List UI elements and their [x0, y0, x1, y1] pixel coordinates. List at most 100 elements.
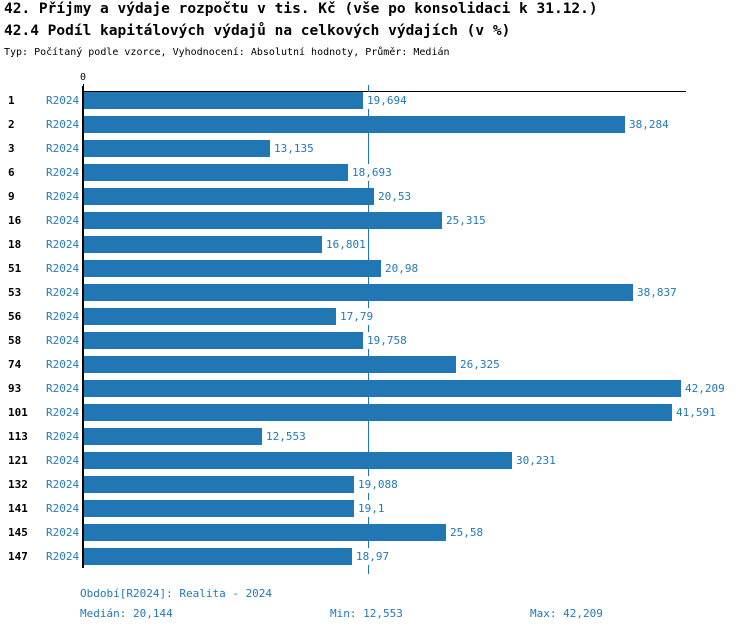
row-series-label: R2024 — [46, 382, 80, 395]
bar — [84, 260, 381, 277]
bar — [84, 164, 348, 181]
chart-row: 3 R2024 13,135 — [0, 140, 750, 157]
row-category-label: 145 — [8, 526, 28, 539]
row-series-label: R2024 — [46, 478, 80, 491]
bar-value-label: 41,591 — [675, 404, 717, 421]
bar — [84, 332, 363, 349]
bar-value-label: 16,801 — [325, 236, 367, 253]
row-category-label: 113 — [8, 430, 28, 443]
bar — [84, 140, 270, 157]
bar-value-label: 17,79 — [339, 308, 375, 325]
bar — [84, 236, 322, 253]
bar-value-label: 20,53 — [377, 188, 413, 205]
row-category-label: 18 — [8, 238, 22, 251]
bar — [84, 476, 354, 493]
chart-row: 1 R2024 19,694 — [0, 92, 750, 109]
footer-max-label: Max: 42,209 — [530, 607, 603, 620]
bar — [84, 404, 672, 421]
chart-row: 145 R2024 25,58 — [0, 524, 750, 541]
bar — [84, 524, 446, 541]
chart-row: 58 R2024 19,758 — [0, 332, 750, 349]
chart-row: 101 R2024 41,591 — [0, 404, 750, 421]
bar-value-label: 25,315 — [445, 212, 487, 229]
row-category-label: 147 — [8, 550, 28, 563]
row-category-label: 121 — [8, 454, 28, 467]
chart-row: 74 R2024 26,325 — [0, 356, 750, 373]
x-axis-zero-tick-label: 0 — [79, 72, 87, 83]
chart-row: 147 R2024 18,97 — [0, 548, 750, 565]
bar-value-label: 26,325 — [459, 356, 501, 373]
bar-value-label: 19,088 — [357, 476, 399, 493]
chart-row: 132 R2024 19,088 — [0, 476, 750, 493]
chart-row: 113 R2024 12,553 — [0, 428, 750, 445]
chart-row: 16 R2024 25,315 — [0, 212, 750, 229]
row-category-label: 51 — [8, 262, 22, 275]
row-series-label: R2024 — [46, 118, 80, 131]
bar-value-label: 19,758 — [366, 332, 408, 349]
row-category-label: 6 — [8, 166, 15, 179]
row-series-label: R2024 — [46, 166, 80, 179]
bar-value-label: 20,98 — [384, 260, 420, 277]
bar-value-label: 38,837 — [636, 284, 678, 301]
row-series-label: R2024 — [46, 502, 80, 515]
row-category-label: 2 — [8, 118, 15, 131]
row-series-label: R2024 — [46, 430, 80, 443]
chart-title: 42. Příjmy a výdaje rozpočtu v tis. Kč (… — [4, 1, 598, 17]
row-category-label: 132 — [8, 478, 28, 491]
chart-row: 141 R2024 19,1 — [0, 500, 750, 517]
bar-value-label: 18,693 — [351, 164, 393, 181]
row-category-label: 3 — [8, 142, 15, 155]
footer-min-label: Min: 12,553 — [330, 607, 403, 620]
footer-median-label: Medián: 20,144 — [80, 607, 173, 620]
row-category-label: 74 — [8, 358, 22, 371]
bar-value-label: 18,97 — [355, 548, 391, 565]
bar — [84, 212, 442, 229]
bar-value-label: 19,1 — [357, 500, 386, 517]
row-series-label: R2024 — [46, 406, 80, 419]
median-reference-line — [367, 85, 370, 574]
bar-value-label: 30,231 — [515, 452, 557, 469]
bar — [84, 356, 456, 373]
footer-period-label: Období[R2024]: Realita - 2024 — [80, 587, 273, 600]
row-category-label: 58 — [8, 334, 22, 347]
bar — [84, 92, 363, 109]
bar — [84, 380, 681, 397]
row-series-label: R2024 — [46, 550, 80, 563]
row-series-label: R2024 — [46, 190, 80, 203]
chart-row: 93 R2024 42,209 — [0, 380, 750, 397]
row-series-label: R2024 — [46, 214, 80, 227]
bar-value-label: 12,553 — [265, 428, 307, 445]
bar — [84, 500, 354, 517]
row-series-label: R2024 — [46, 526, 80, 539]
bar-value-label: 19,694 — [366, 92, 408, 109]
row-category-label: 9 — [8, 190, 15, 203]
chart-row: 6 R2024 18,693 — [0, 164, 750, 181]
row-series-label: R2024 — [46, 310, 80, 323]
row-series-label: R2024 — [46, 94, 80, 107]
y-axis-line — [82, 86, 84, 568]
row-category-label: 53 — [8, 286, 22, 299]
row-category-label: 16 — [8, 214, 22, 227]
bar — [84, 308, 336, 325]
bar — [84, 428, 262, 445]
chart-row: 121 R2024 30,231 — [0, 452, 750, 469]
row-category-label: 1 — [8, 94, 15, 107]
chart-subtitle: 42.4 Podíl kapitálových výdajů na celkov… — [4, 23, 511, 39]
row-series-label: R2024 — [46, 286, 80, 299]
bar — [84, 452, 512, 469]
row-category-label: 101 — [8, 406, 28, 419]
chart-row: 51 R2024 20,98 — [0, 260, 750, 277]
bar-value-label: 42,209 — [684, 380, 726, 397]
chart-row: 9 R2024 20,53 — [0, 188, 750, 205]
chart-meta-line: Typ: Počítaný podle vzorce, Vyhodnocení:… — [4, 47, 450, 58]
chart-row: 18 R2024 16,801 — [0, 236, 750, 253]
bar-value-label: 25,58 — [449, 524, 485, 541]
row-series-label: R2024 — [46, 334, 80, 347]
row-series-label: R2024 — [46, 454, 80, 467]
row-series-label: R2024 — [46, 262, 80, 275]
row-series-label: R2024 — [46, 142, 80, 155]
row-category-label: 141 — [8, 502, 28, 515]
bar — [84, 188, 374, 205]
x-axis-line — [82, 90, 686, 92]
